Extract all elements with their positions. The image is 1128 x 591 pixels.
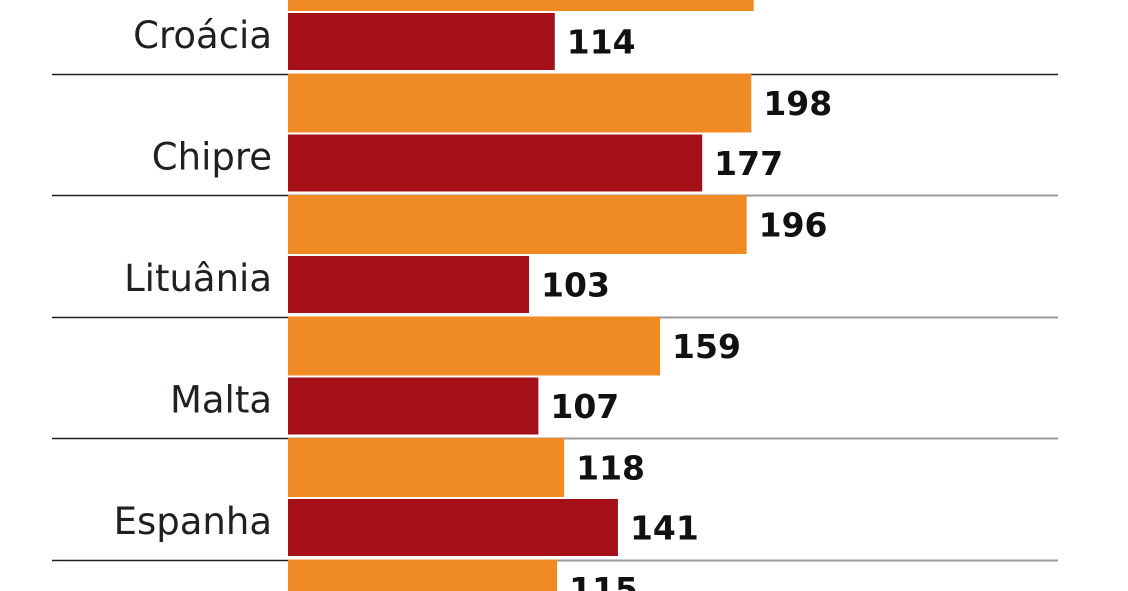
category-label: Croácia — [133, 14, 272, 57]
category-label: Chipre — [152, 136, 272, 179]
value-label: 196 — [759, 206, 828, 245]
bar-orange — [288, 195, 747, 254]
bar-red — [288, 256, 530, 313]
bar-orange — [288, 73, 752, 133]
value-label: 118 — [576, 449, 645, 488]
value-label: 177 — [714, 144, 783, 183]
value-label: 141 — [630, 509, 699, 548]
value-label: 103 — [541, 266, 610, 305]
bar-red — [288, 134, 703, 192]
bar-red — [288, 13, 555, 70]
category-label: Malta — [170, 379, 272, 422]
value-label: 107 — [550, 387, 619, 426]
value-label: 159 — [672, 327, 741, 366]
category-label: Lituânia — [124, 257, 272, 300]
bar-orange — [288, 0, 754, 11]
bar-orange — [288, 438, 565, 497]
category-label: Espanha — [114, 500, 272, 543]
bar-orange — [288, 316, 661, 376]
value-label: 198 — [763, 84, 832, 123]
bar-red — [288, 499, 618, 556]
value-label: 115 — [569, 570, 638, 591]
value-label: 114 — [567, 23, 636, 62]
bar-orange — [288, 559, 558, 591]
bar-red — [288, 377, 539, 435]
